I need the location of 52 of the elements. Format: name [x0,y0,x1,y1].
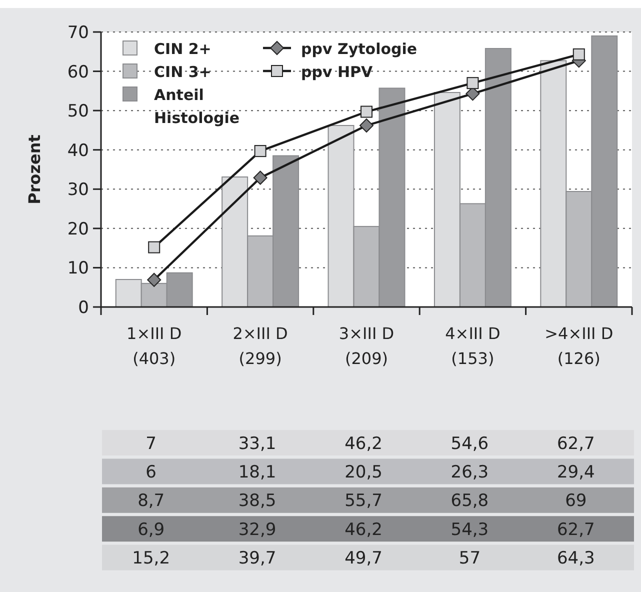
data-label: 46,2 [344,520,382,540]
data-label: 38,5 [238,491,276,512]
x-tick-label: 4×III D (153) [445,324,500,368]
y-tick-label: 20 [67,219,89,240]
data-label: 69 [565,491,587,512]
data-label: 54,3 [450,520,489,540]
legend-label: ppv Zytologie [301,40,418,58]
data-label: 65,8 [450,491,489,512]
data-label: 6,9 [138,520,165,540]
point [360,106,372,118]
data-label: 15,2 [132,548,170,569]
data-label: 33,1 [238,434,276,454]
legend-label: CIN 2+ [154,40,212,58]
data-label: 6 [146,462,157,482]
x-tick-label: >4×III D (126) [544,324,614,368]
point [147,272,162,287]
legend-label: ppv HPV [301,63,374,81]
y-tick-label: 50 [67,102,89,122]
legend-label: Anteil Histologie [154,86,240,127]
x-tick-label: 2×III D (299) [232,324,288,368]
point [360,118,374,132]
data-label: 49,7 [344,548,382,569]
point [148,241,160,254]
data-label: 20,5 [344,462,382,482]
y-tick-label: 30 [67,180,89,200]
y-tick-label: 70 [67,23,89,43]
data-label: 18,1 [238,462,276,482]
y-axis-title: Prozent [25,134,44,204]
data-label: 55,7 [344,491,382,512]
data-label: 32,9 [238,520,276,540]
x-tick-label: 3×III D (209) [338,324,394,368]
data-label: 64,3 [556,548,595,569]
data-label: 8,7 [138,491,165,512]
data-label: 29,4 [556,462,595,482]
data-label: 39,7 [238,548,276,569]
y-tick-label: 40 [67,140,89,161]
point [466,77,479,90]
point [572,48,585,60]
data-label: 54,6 [450,434,489,454]
data-label: 46,2 [344,434,382,454]
y-tick-label: 10 [67,258,89,279]
legend-label: CIN 3+ [154,63,212,81]
point [254,145,266,158]
data-label: 57 [458,548,481,569]
y-tick-label: 0 [78,298,89,318]
data-label: 62,7 [556,434,595,454]
data-label: 7 [146,434,157,454]
data-label: 26,3 [450,462,489,482]
y-tick-label: 60 [67,62,89,82]
x-tick-label: 1×III D (403) [126,324,182,368]
data-label: 62,7 [556,520,595,540]
point [253,170,268,185]
